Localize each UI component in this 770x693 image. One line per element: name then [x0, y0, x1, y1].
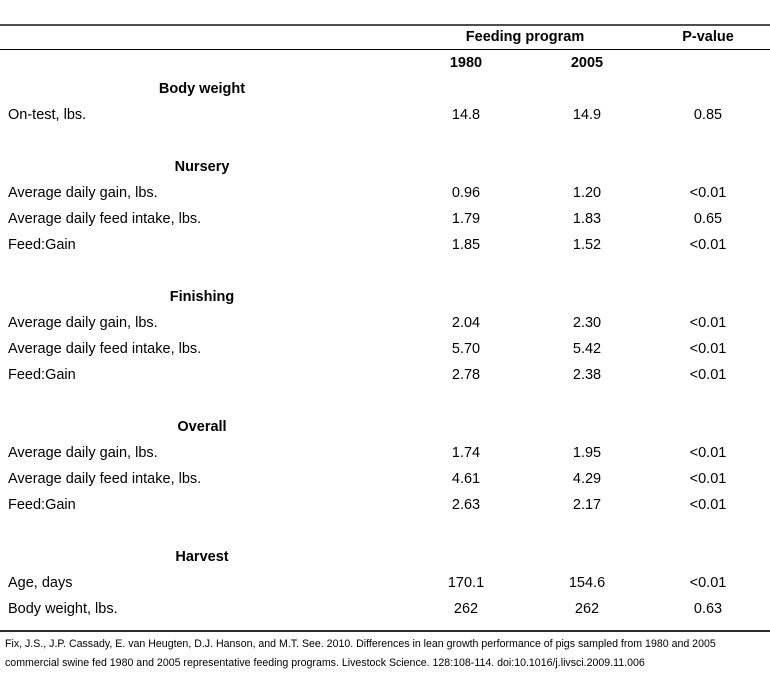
value-1980: 262	[453, 600, 479, 617]
section-title: Body weight	[158, 80, 246, 97]
table-row: Average daily gain, lbs. 1.74 1.95 <0.01	[0, 440, 770, 466]
section-title: Finishing	[169, 288, 235, 305]
table-row: Average daily feed intake, lbs. 5.70 5.42 <…	[0, 336, 770, 362]
section-row: Body weight	[0, 76, 770, 102]
section-row: Nursery	[0, 154, 770, 180]
row-label: Body weight, lbs.	[8, 600, 118, 617]
row-label: Average daily feed intake, lbs.	[8, 340, 202, 357]
year-2005-header: 2005	[570, 54, 604, 71]
pvalue-header: P-value	[682, 29, 734, 46]
row-label: Average daily feed intake, lbs.	[8, 470, 202, 487]
value-2005: 4.29	[572, 470, 602, 487]
p-value: <0.01	[689, 340, 727, 357]
row-label: Average daily gain, lbs.	[8, 184, 158, 201]
p-value: <0.01	[689, 444, 727, 461]
row-label: Feed:Gain	[8, 366, 76, 383]
row-label: Feed:Gain	[8, 236, 76, 253]
performance-table: Feeding program P-value 1980 2005 Body w…	[0, 24, 770, 632]
p-value: 0.63	[693, 600, 723, 617]
row-label: On-test, lbs.	[8, 106, 87, 123]
row-label: Average daily feed intake, lbs.	[8, 210, 202, 227]
value-1980: 0.96	[451, 184, 481, 201]
value-1980: 2.63	[451, 496, 481, 513]
value-1980: 2.78	[451, 366, 481, 383]
table-row: Feed:Gain 2.63 2.17 <0.01	[0, 492, 770, 518]
table-header-row: Feeding program P-value	[0, 26, 770, 49]
p-value: <0.01	[689, 366, 727, 383]
value-1980: 1.74	[451, 444, 481, 461]
section-title: Nursery	[174, 158, 230, 175]
citation: Fix, J.S., J.P. Cassady, E. van Heugten,…	[5, 638, 716, 669]
table-row: Average daily feed intake, lbs. 1.79 1.83 0…	[0, 206, 770, 232]
section-row: Overall	[0, 414, 770, 440]
value-2005: 2.38	[572, 366, 602, 383]
section-title: Harvest	[175, 548, 229, 565]
table-mid-rule	[0, 49, 770, 50]
section-title: Overall	[177, 418, 227, 435]
value-2005: 154.6	[568, 574, 606, 591]
p-value: 0.65	[693, 210, 723, 227]
table-top-rule	[0, 24, 770, 26]
feeding-program-header: Feeding program	[465, 29, 585, 46]
table-subheader-row: 1980 2005	[0, 50, 770, 76]
year-1980-header: 1980	[449, 54, 483, 71]
value-2005: 1.20	[572, 184, 602, 201]
value-1980: 14.8	[451, 106, 481, 123]
table-bottom-rule	[0, 630, 770, 632]
p-value: <0.01	[689, 184, 727, 201]
p-value: <0.01	[689, 470, 727, 487]
p-value: <0.01	[689, 314, 727, 331]
value-1980: 1.85	[451, 236, 481, 253]
p-value: <0.01	[689, 236, 727, 253]
value-2005: 2.17	[572, 496, 602, 513]
p-value: <0.01	[689, 496, 727, 513]
table-row: Feed:Gain 1.85 1.52 <0.01	[0, 232, 770, 258]
row-label: Age, days	[8, 574, 73, 591]
section-row: Harvest	[0, 544, 770, 570]
table-body: Body weight On-test, lbs. 14.8 14.9 0.85 Nurs…	[0, 76, 770, 626]
row-label: Average daily gain, lbs.	[8, 444, 158, 461]
table-row: Average daily feed intake, lbs. 4.61 4.29 <…	[0, 466, 770, 492]
value-1980: 2.04	[451, 314, 481, 331]
table-row: Average daily gain, lbs. 0.96 1.20 <0.01	[0, 180, 770, 206]
row-label: Feed:Gain	[8, 496, 76, 513]
section-row: Finishing	[0, 284, 770, 310]
value-2005: 5.42	[572, 340, 602, 357]
value-2005: 1.52	[572, 236, 602, 253]
value-2005: 1.95	[572, 444, 602, 461]
value-1980: 170.1	[447, 574, 485, 591]
value-1980: 5.70	[451, 340, 481, 357]
table-row: Body weight, lbs. 262 262 0.63	[0, 596, 770, 622]
value-2005: 2.30	[572, 314, 602, 331]
value-1980: 1.79	[451, 210, 481, 227]
value-2005: 1.83	[572, 210, 602, 227]
value-2005: 14.9	[572, 106, 602, 123]
table-row: Feed:Gain 2.78 2.38 <0.01	[0, 362, 770, 388]
value-1980: 4.61	[451, 470, 481, 487]
p-value: <0.01	[689, 574, 727, 591]
table-row: On-test, lbs. 14.8 14.9 0.85	[0, 102, 770, 128]
row-label: Average daily gain, lbs.	[8, 314, 158, 331]
table-row: Age, days 170.1 154.6 <0.01	[0, 570, 770, 596]
p-value: 0.85	[693, 106, 723, 123]
value-2005: 262	[574, 600, 600, 617]
table-row: Average daily gain, lbs. 2.04 2.30 <0.01	[0, 310, 770, 336]
